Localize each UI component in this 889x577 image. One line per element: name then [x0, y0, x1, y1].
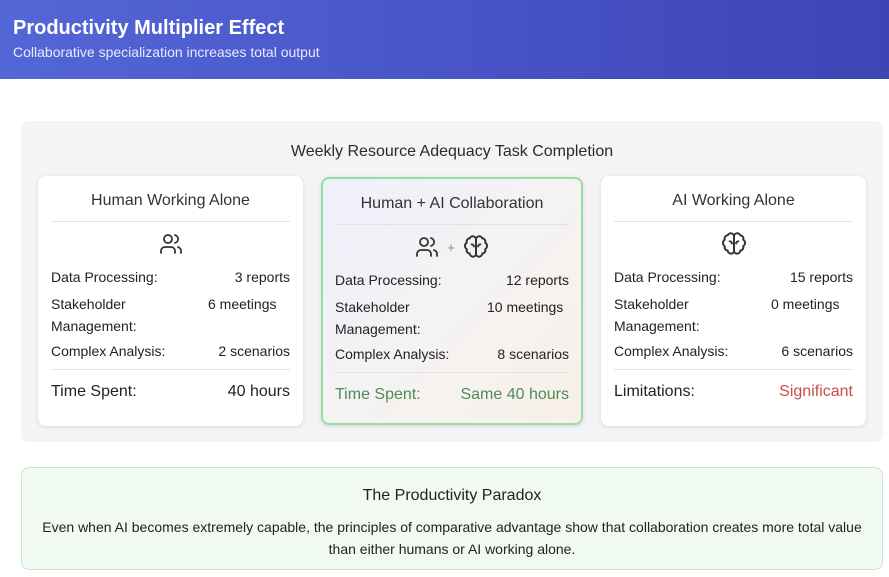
row-label: Stakeholder Management: — [614, 296, 700, 334]
row-stakeholder-management: Stakeholder Management: 6 meetings — [51, 288, 290, 340]
row-stakeholder-management: Stakeholder Management: 10 meetings — [335, 291, 569, 343]
row-value: 15 reports — [789, 269, 853, 285]
card-footer: Time Spent: Same 40 hours — [335, 372, 569, 416]
row-label: Complex Analysis: — [335, 346, 450, 362]
row-data-processing: Data Processing: 3 reports — [51, 266, 290, 288]
row-value: 10 meetings — [487, 299, 564, 315]
row-data-processing: Data Processing: 12 reports — [335, 269, 569, 291]
row-value: 0 meetings — [771, 296, 840, 312]
footer-value: Significant — [779, 382, 853, 400]
row-complex-analysis: Complex Analysis: 8 scenarios — [335, 343, 569, 365]
row-value: 6 scenarios — [781, 343, 853, 359]
row-value: 3 reports — [234, 269, 290, 285]
paradox-title: The Productivity Paradox — [362, 487, 542, 504]
row-label: Complex Analysis: — [51, 343, 166, 359]
row-label: Data Processing: — [614, 269, 721, 285]
footer-value: Same 40 hours — [460, 385, 569, 403]
users-icon — [159, 232, 183, 256]
footer-label: Time Spent: — [51, 382, 137, 400]
card-icons — [51, 222, 290, 266]
card-title: AI Working Alone — [614, 176, 853, 222]
row-label: Stakeholder Management: — [51, 296, 137, 334]
row-label: Stakeholder Management: — [335, 299, 421, 337]
paradox-callout: The Productivity Paradox Even when AI be… — [21, 467, 883, 570]
row-stakeholder-management: Stakeholder Management: 0 meetings — [614, 288, 853, 340]
card-human-alone: Human Working Alone Data Processing: 3 r… — [38, 176, 303, 426]
footer-value: 40 hours — [227, 382, 290, 400]
card-ai-alone: AI Working Alone Data Processing: 15 rep… — [601, 176, 866, 426]
row-label: Data Processing: — [335, 272, 442, 288]
row-data-processing: Data Processing: 15 reports — [614, 266, 853, 288]
row-label: Data Processing: — [51, 269, 158, 285]
comparison-panel: Weekly Resource Adequacy Task Completion… — [21, 121, 883, 442]
row-value: 6 meetings — [208, 296, 277, 312]
card-title: Human + AI Collaboration — [335, 179, 569, 225]
card-footer: Time Spent: 40 hours — [51, 369, 290, 413]
row-complex-analysis: Complex Analysis: 6 scenarios — [614, 340, 853, 362]
users-icon — [415, 235, 439, 259]
row-value: 2 scenarios — [218, 343, 290, 359]
row-value: 12 reports — [505, 272, 569, 288]
page-header: Productivity Multiplier Effect Collabora… — [0, 0, 889, 79]
footer-label: Limitations: — [614, 382, 695, 400]
row-value: 8 scenarios — [497, 346, 569, 362]
card-icons: + — [335, 225, 569, 269]
card-human-ai-collaboration: Human + AI Collaboration + — [321, 177, 583, 425]
row-complex-analysis: Complex Analysis: 2 scenarios — [51, 340, 290, 362]
brain-icon — [721, 231, 747, 257]
brain-icon — [463, 234, 489, 260]
page-title: Productivity Multiplier Effect — [13, 17, 285, 39]
card-icons — [614, 222, 853, 266]
page-subtitle: Collaborative specialization increases t… — [13, 44, 320, 60]
footer-label: Time Spent: — [335, 385, 421, 403]
card-footer: Limitations: Significant — [614, 369, 853, 413]
card-title: Human Working Alone — [51, 176, 290, 222]
panel-title: Weekly Resource Adequacy Task Completion — [290, 143, 614, 160]
paradox-text: Even when AI becomes extremely capable, … — [42, 519, 862, 557]
plus-sign: + — [447, 239, 455, 255]
row-label: Complex Analysis: — [614, 343, 729, 359]
